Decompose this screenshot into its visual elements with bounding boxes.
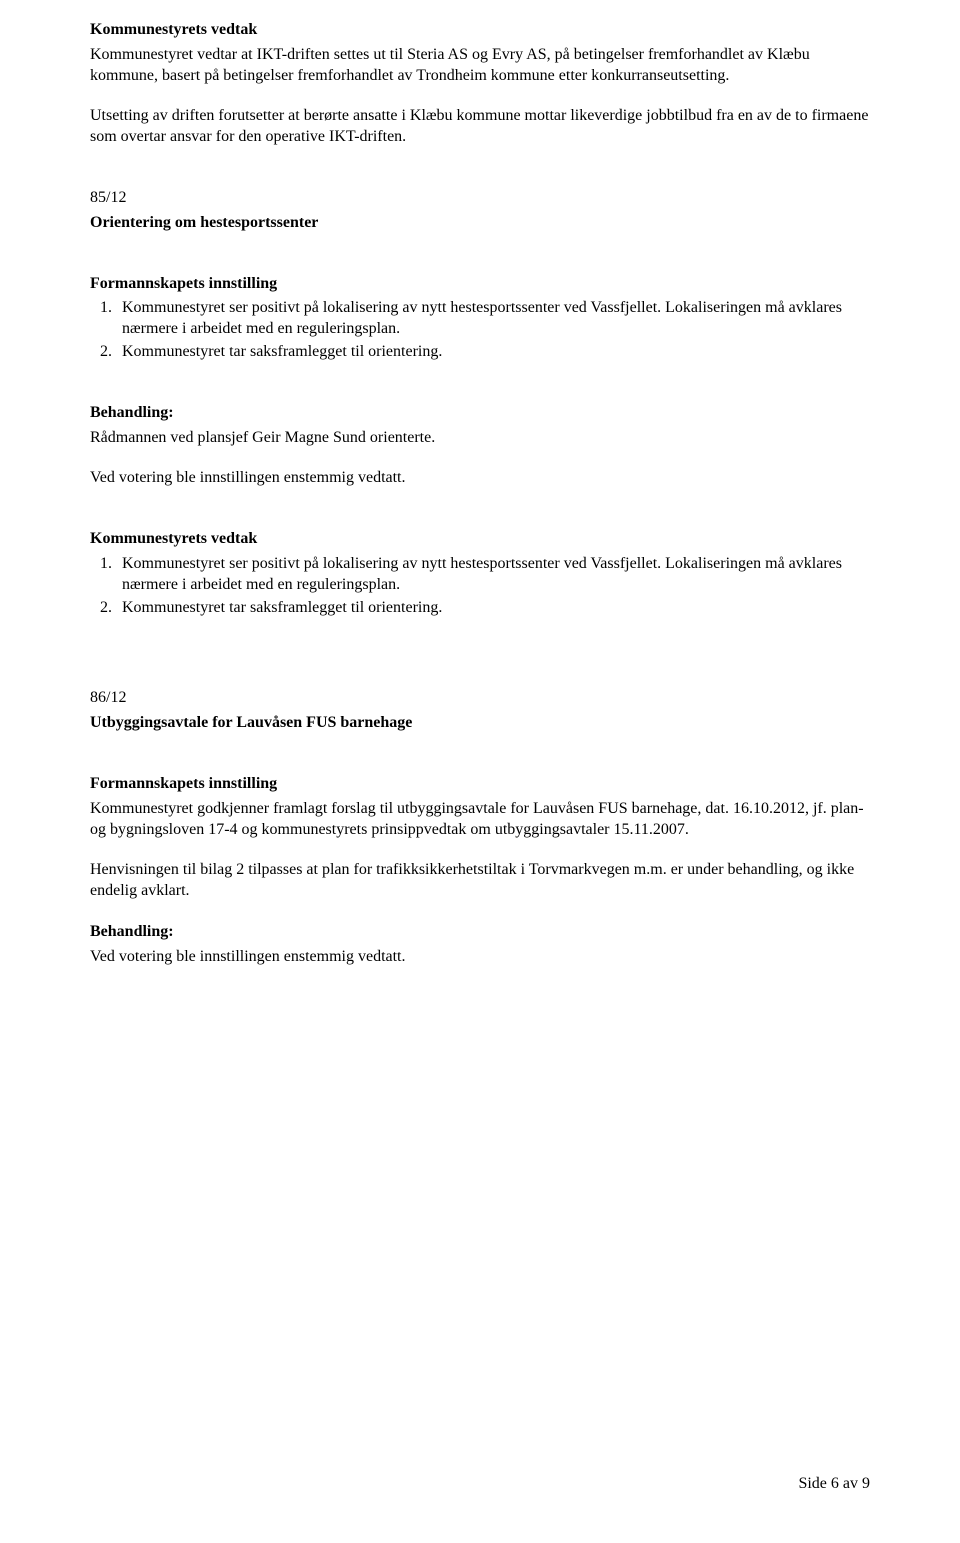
behandling-paragraph-2: Ved votering ble innstillingen enstemmig… [90,468,870,489]
innstilling-paragraph-1: Kommunestyret godkjenner framlagt forsla… [90,799,870,841]
heading-behandling-86: Behandling: [90,922,870,943]
list-item: Kommunestyret ser positivt på lokaliseri… [116,554,870,596]
heading-vedtak: Kommunestyrets vedtak [90,20,870,41]
behandling-block-86: Behandling: Ved votering ble innstilling… [90,922,870,968]
case-title: Orientering om hestesportssenter [90,213,870,234]
case-title: Utbyggingsavtale for Lauvåsen FUS barneh… [90,713,870,734]
list-item: Kommunestyret tar saksframlegget til ori… [116,598,870,619]
case-header-86-12: 86/12 Utbyggingsavtale for Lauvåsen FUS … [90,688,870,734]
vedtak-list: Kommunestyret ser positivt på lokaliseri… [90,554,870,618]
heading-innstilling: Formannskapets innstilling [90,274,870,295]
innstilling-paragraph-2-block: Henvisningen til bilag 2 tilpasses at pl… [90,860,870,902]
page-footer: Side 6 av 9 [798,1474,870,1495]
vedtak-block-85: Kommunestyrets vedtak Kommunestyret ser … [90,529,870,618]
vedtak-block-1: Kommunestyrets vedtak Kommunestyret vedt… [90,20,870,86]
innstilling-block-86: Formannskapets innstilling Kommunestyret… [90,774,870,840]
document-page: Kommunestyrets vedtak Kommunestyret vedt… [0,0,960,1543]
list-item: Kommunestyret ser positivt på lokaliseri… [116,298,870,340]
behandling-paragraph-86: Ved votering ble innstillingen enstemmig… [90,947,870,968]
vedtak-paragraph-2-block: Utsetting av driften forutsetter at berø… [90,106,870,148]
case-number: 85/12 [90,188,870,209]
behandling-paragraph-1: Rådmannen ved plansjef Geir Magne Sund o… [90,428,870,449]
behandling-paragraph-2-block: Ved votering ble innstillingen enstemmig… [90,468,870,489]
case-number: 86/12 [90,688,870,709]
vedtak-paragraph-1: Kommunestyret vedtar at IKT-driften sett… [90,45,870,87]
innstilling-list: Kommunestyret ser positivt på lokaliseri… [90,298,870,362]
heading-vedtak-85: Kommunestyrets vedtak [90,529,870,550]
case-header-85-12: 85/12 Orientering om hestesportssenter [90,188,870,234]
innstilling-paragraph-2: Henvisningen til bilag 2 tilpasses at pl… [90,860,870,902]
list-item: Kommunestyret tar saksframlegget til ori… [116,342,870,363]
heading-behandling: Behandling: [90,403,870,424]
vedtak-paragraph-2: Utsetting av driften forutsetter at berø… [90,106,870,148]
heading-innstilling-86: Formannskapets innstilling [90,774,870,795]
behandling-block-85: Behandling: Rådmannen ved plansjef Geir … [90,403,870,449]
innstilling-block-85: Formannskapets innstilling Kommunestyret… [90,274,870,363]
